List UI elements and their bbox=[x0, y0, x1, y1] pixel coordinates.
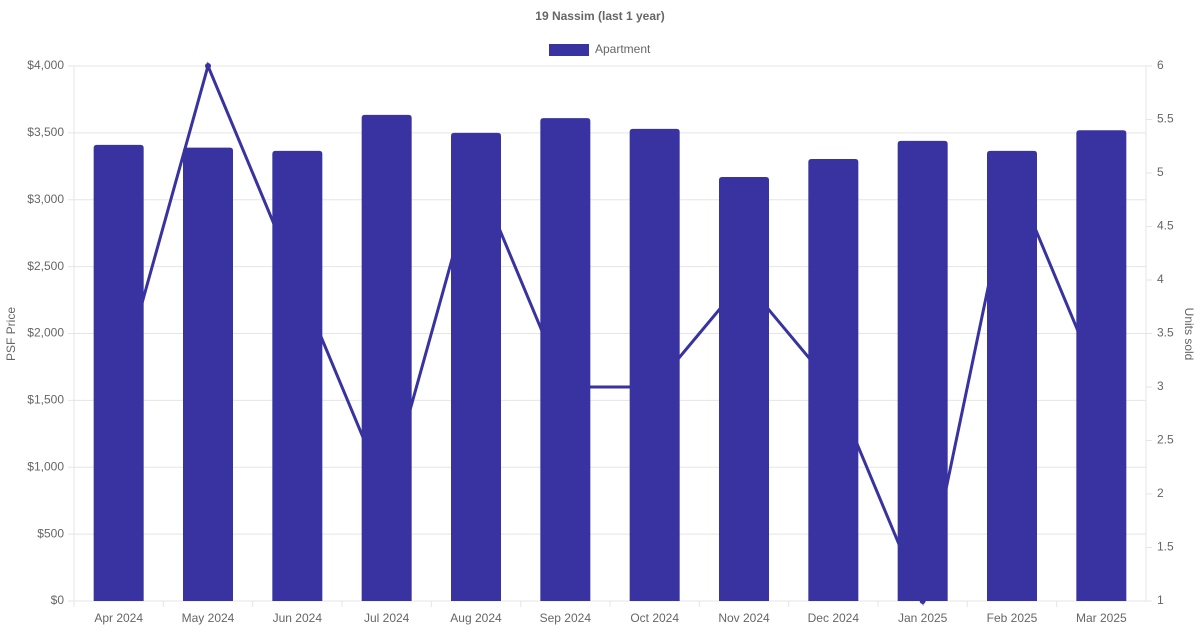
y-tick-label: $2,500 bbox=[27, 259, 64, 273]
x-tick-label: Aug 2024 bbox=[450, 611, 502, 625]
x-tick-label: Sep 2024 bbox=[540, 611, 592, 625]
bar bbox=[719, 177, 769, 601]
y2-axis-label: Units sold bbox=[1182, 308, 1196, 361]
point bbox=[919, 598, 926, 604]
x-tick-label: Apr 2024 bbox=[94, 611, 143, 625]
x-tick-label: Mar 2025 bbox=[1076, 611, 1127, 625]
y2-tick-label: 1.5 bbox=[1157, 540, 1174, 554]
y2-tick-label: 3.5 bbox=[1157, 326, 1174, 340]
point bbox=[741, 277, 747, 283]
point bbox=[830, 384, 837, 390]
bar bbox=[451, 132, 501, 601]
chart-title: 19 Nassim (last 1 year) bbox=[535, 9, 664, 23]
bar bbox=[808, 158, 859, 602]
y2-tick-label: 2 bbox=[1157, 486, 1164, 500]
x-tick-label: Oct 2024 bbox=[630, 611, 679, 625]
y-axis-label: PSF Price bbox=[4, 307, 18, 361]
y-tick-label: $3,500 bbox=[27, 125, 64, 139]
y-tick-label: $2,000 bbox=[27, 326, 64, 340]
bar bbox=[361, 114, 412, 601]
point bbox=[1009, 170, 1015, 176]
y2-tick-label: 4 bbox=[1157, 272, 1164, 286]
legend-label: Apartment bbox=[595, 42, 651, 56]
bar bbox=[1076, 130, 1127, 601]
point bbox=[651, 384, 658, 390]
bar bbox=[897, 140, 948, 601]
point bbox=[473, 170, 479, 176]
y-tick-label: $0 bbox=[51, 593, 65, 607]
point bbox=[1098, 384, 1105, 390]
bar bbox=[629, 128, 680, 602]
bar bbox=[272, 150, 323, 601]
bar bbox=[540, 118, 591, 601]
x-tick-label: Feb 2025 bbox=[987, 611, 1038, 625]
line bbox=[117, 61, 1103, 607]
y2-tick-label: 2.5 bbox=[1157, 433, 1174, 447]
point bbox=[205, 63, 211, 69]
x-tick-label: Jun 2024 bbox=[273, 611, 323, 625]
y-tick-label: $3,000 bbox=[27, 192, 64, 206]
y2-tick-label: 6 bbox=[1157, 58, 1164, 72]
x-tick-label: Jan 2025 bbox=[898, 611, 948, 625]
y-tick-label: $500 bbox=[37, 526, 64, 540]
bar bbox=[987, 150, 1037, 601]
point bbox=[383, 491, 390, 497]
y-tick-label: $4,000 bbox=[27, 58, 64, 72]
y-tick-label: $1,000 bbox=[27, 459, 64, 473]
legend-swatch bbox=[549, 44, 589, 56]
point bbox=[294, 277, 301, 283]
y2-tick-label: 1 bbox=[1157, 593, 1164, 607]
x-tick-label: Jul 2024 bbox=[364, 611, 410, 625]
x-tick-label: Dec 2024 bbox=[808, 611, 860, 625]
y-tick-label: $1,500 bbox=[27, 393, 64, 407]
point bbox=[115, 384, 122, 390]
y2-tick-label: 5.5 bbox=[1157, 112, 1174, 126]
bar bbox=[183, 147, 233, 601]
y2-tick-label: 4.5 bbox=[1157, 219, 1174, 233]
point bbox=[562, 384, 569, 390]
x-tick-label: Nov 2024 bbox=[718, 611, 770, 625]
bar bbox=[93, 144, 144, 601]
y2-tick-label: 3 bbox=[1157, 379, 1164, 393]
x-tick-label: May 2024 bbox=[182, 611, 235, 625]
y2-tick-label: 5 bbox=[1157, 165, 1164, 179]
